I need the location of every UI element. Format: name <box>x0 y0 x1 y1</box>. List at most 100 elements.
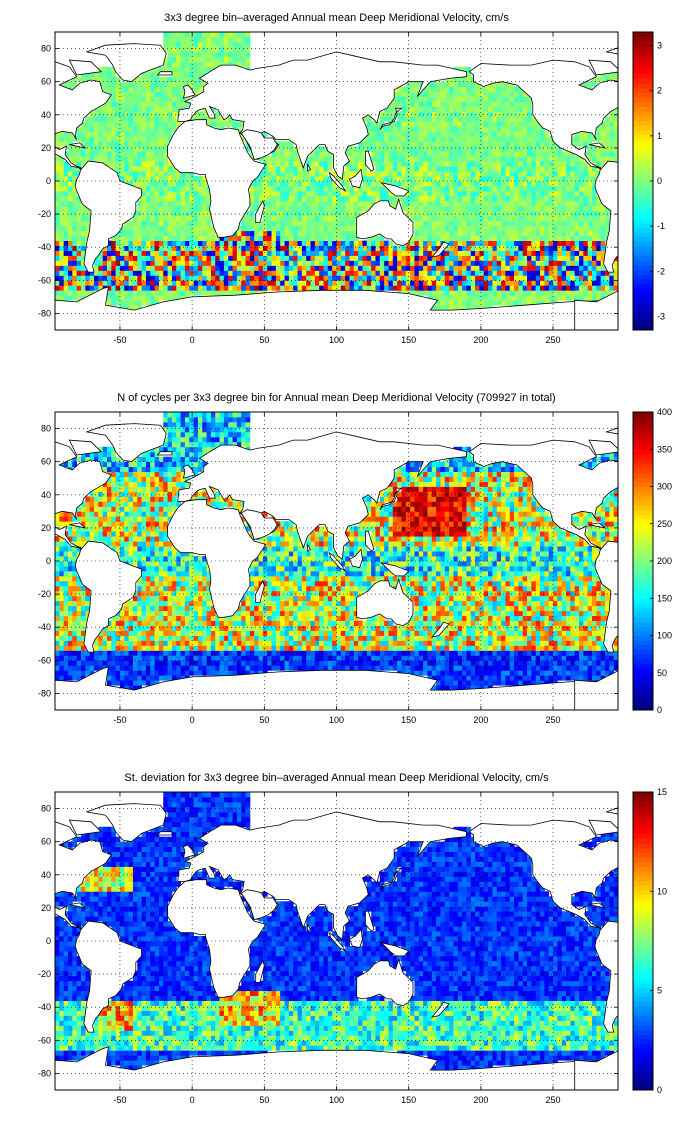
bin-cell <box>388 255 394 261</box>
bin-cell <box>163 176 168 182</box>
bin-cell <box>262 260 268 266</box>
bin-cell <box>336 200 342 207</box>
bin-cell <box>145 250 151 256</box>
bin-cell <box>345 665 350 671</box>
bin-cell <box>427 220 433 227</box>
bin-cell <box>561 171 567 177</box>
bin-cell <box>310 665 316 671</box>
bin-cell <box>587 176 593 182</box>
bin-cell <box>254 280 259 286</box>
bin-cell <box>444 670 450 676</box>
bin-cell <box>557 181 563 187</box>
bin-cell <box>583 235 589 241</box>
bin-cell <box>501 675 506 681</box>
bin-cell <box>150 136 156 142</box>
bin-cell <box>436 151 441 157</box>
bin-cell <box>527 670 532 676</box>
bin-cell <box>466 280 472 286</box>
bin-cell <box>410 176 415 182</box>
bin-cell <box>219 270 225 276</box>
bin-cell <box>418 101 424 107</box>
bin-cell <box>509 275 515 281</box>
bin-cell <box>345 220 350 227</box>
bin-cell <box>449 225 454 232</box>
bin-cell <box>501 106 506 112</box>
bin-cell <box>301 225 307 232</box>
bin-cell <box>154 205 160 212</box>
bin-cell <box>518 265 524 271</box>
bin-cell <box>548 245 554 251</box>
bin-cell <box>111 161 117 167</box>
bin-cell <box>488 200 493 207</box>
bin-cell <box>163 46 168 53</box>
bin-cell <box>353 161 359 167</box>
bin-cell <box>431 106 437 112</box>
bin-cell <box>462 171 467 177</box>
bin-cell <box>275 190 281 197</box>
bin-cell <box>431 96 437 102</box>
bin-cell <box>119 176 125 182</box>
bin-cell <box>397 136 402 142</box>
bin-cell <box>440 146 446 152</box>
bin-cell <box>115 81 121 88</box>
bin-cell <box>462 151 467 157</box>
bin-cell <box>141 106 147 112</box>
bin-cell <box>483 230 489 237</box>
bin-cell <box>124 670 130 676</box>
bin-cell <box>150 185 156 192</box>
bin-cell <box>249 215 255 222</box>
bin-cell <box>440 86 446 92</box>
bin-cell <box>336 185 342 192</box>
bin-cell <box>163 260 168 266</box>
bin-cell <box>535 176 541 182</box>
bin-cell <box>514 210 519 217</box>
bin-cell <box>570 255 576 261</box>
bin-cell <box>574 295 580 301</box>
bin-cell <box>371 200 376 207</box>
colorbar-swatch <box>633 139 653 145</box>
bin-cell <box>388 116 394 122</box>
bin-cell <box>353 200 359 207</box>
bin-cell <box>137 210 143 217</box>
bin-cell <box>189 285 194 291</box>
bin-cell <box>457 225 463 232</box>
bin-cell <box>267 190 272 197</box>
colorbar-swatch <box>633 97 653 103</box>
bin-cell <box>80 280 86 286</box>
bin-cell <box>414 91 420 97</box>
bin-cell <box>457 210 463 217</box>
bin-cell <box>280 210 285 217</box>
bin-cell <box>466 121 472 127</box>
bin-cell <box>167 76 173 83</box>
bin-cell <box>579 290 584 296</box>
bin-cell <box>115 265 121 271</box>
bin-cell <box>444 176 450 182</box>
bin-cell <box>319 275 324 281</box>
bin-cell <box>275 166 281 172</box>
bin-cell <box>379 136 385 142</box>
bin-cell <box>85 230 91 237</box>
bin-cell <box>509 205 515 212</box>
bin-cell <box>249 290 255 296</box>
bin-cell <box>145 285 151 291</box>
bin-cell <box>267 235 272 241</box>
bin-cell <box>301 270 307 276</box>
bin-cell <box>293 230 298 237</box>
bin-cell <box>557 205 563 212</box>
bin-cell <box>371 260 376 266</box>
bin-cell <box>223 240 229 246</box>
bin-cell <box>557 665 563 671</box>
bin-cell <box>193 275 199 281</box>
bin-cell <box>609 275 615 281</box>
bin-cell <box>501 300 506 306</box>
bin-cell <box>132 240 138 246</box>
bin-cell <box>332 205 337 212</box>
bin-cell <box>566 230 571 237</box>
bin-cell <box>366 126 372 132</box>
bin-cell <box>470 111 476 117</box>
bin-cell <box>496 86 502 92</box>
bin-cell <box>141 86 147 92</box>
bin-cell <box>509 270 515 276</box>
bin-cell <box>167 56 173 63</box>
bin-cell <box>540 195 545 202</box>
